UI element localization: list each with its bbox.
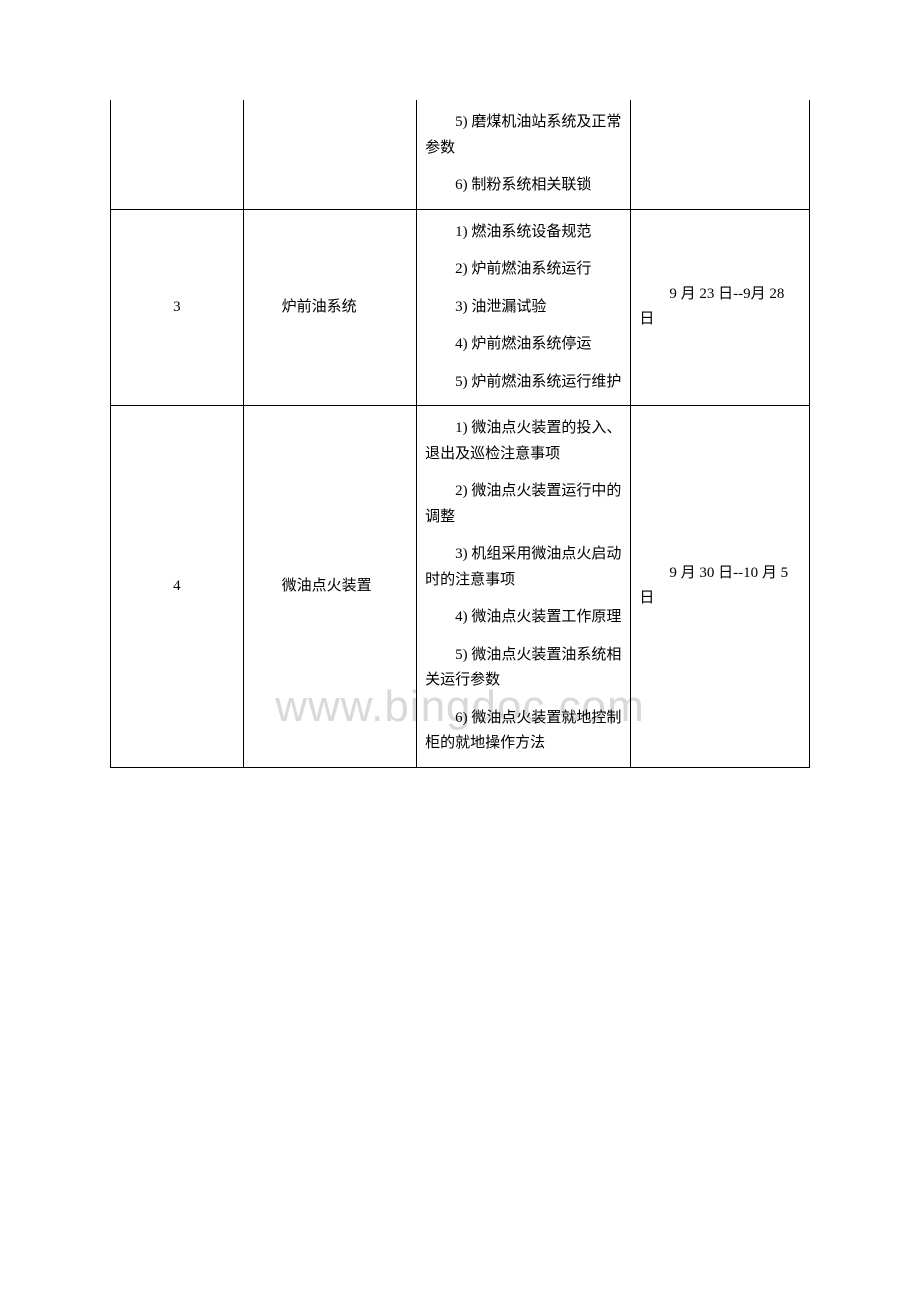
date-cell: 9 月 30 日--10 月 5 日 <box>631 406 810 768</box>
date-cell <box>631 100 810 209</box>
list-item: 6) 制粉系统相关联锁 <box>425 173 622 199</box>
list-item: 3) 油泄漏试验 <box>425 295 622 321</box>
list-item: 4) 微油点火装置工作原理 <box>425 605 622 631</box>
list-item: 2) 炉前燃油系统运行 <box>425 257 622 283</box>
list-item: 1) 燃油系统设备规范 <box>425 220 622 246</box>
system-name-label: 微油点火装置 <box>252 574 408 600</box>
items-cell: 5) 磨煤机油站系统及正常参数 6) 制粉系统相关联锁 <box>417 100 631 209</box>
list-item: 6) 微油点火装置就地控制柜的就地操作方法 <box>425 706 622 757</box>
list-item: 5) 炉前燃油系统运行维护 <box>425 370 622 396</box>
list-item: 5) 磨煤机油站系统及正常参数 <box>425 110 622 161</box>
list-item: 1) 微油点火装置的投入、退出及巡检注意事项 <box>425 416 622 467</box>
table-row: 4 微油点火装置 1) 微油点火装置的投入、退出及巡检注意事项 2) 微油点火装置运行… <box>111 406 810 768</box>
row-number-cell: 3 <box>111 209 244 406</box>
system-name-cell <box>243 100 416 209</box>
list-item: 5) 微油点火装置油系统相关运行参数 <box>425 643 622 694</box>
list-item: 4) 炉前燃油系统停运 <box>425 332 622 358</box>
system-name-cell: 炉前油系统 <box>243 209 416 406</box>
row-number-cell: 4 <box>111 406 244 768</box>
table-row: 3 炉前油系统 1) 燃油系统设备规范 2) 炉前燃油系统运行 3) 油泄漏试验 4) 炉… <box>111 209 810 406</box>
list-item: 2) 微油点火装置运行中的调整 <box>425 479 622 530</box>
system-name-cell: 微油点火装置 <box>243 406 416 768</box>
date-label: 9 月 23 日--9月 28 日 <box>639 282 801 333</box>
table-body: 5) 磨煤机油站系统及正常参数 6) 制粉系统相关联锁 3 炉前油系统 1) 燃油系统设… <box>111 100 810 767</box>
date-label: 9 月 30 日--10 月 5 日 <box>639 561 801 612</box>
row-number-cell <box>111 100 244 209</box>
training-schedule-table: 5) 磨煤机油站系统及正常参数 6) 制粉系统相关联锁 3 炉前油系统 1) 燃油系统设… <box>110 100 810 768</box>
items-cell: 1) 燃油系统设备规范 2) 炉前燃油系统运行 3) 油泄漏试验 4) 炉前燃油系统停… <box>417 209 631 406</box>
system-name-label: 炉前油系统 <box>252 295 408 321</box>
table-row: 5) 磨煤机油站系统及正常参数 6) 制粉系统相关联锁 <box>111 100 810 209</box>
list-item: 3) 机组采用微油点火启动时的注意事项 <box>425 542 622 593</box>
items-cell: 1) 微油点火装置的投入、退出及巡检注意事项 2) 微油点火装置运行中的调整 3) … <box>417 406 631 768</box>
date-cell: 9 月 23 日--9月 28 日 <box>631 209 810 406</box>
